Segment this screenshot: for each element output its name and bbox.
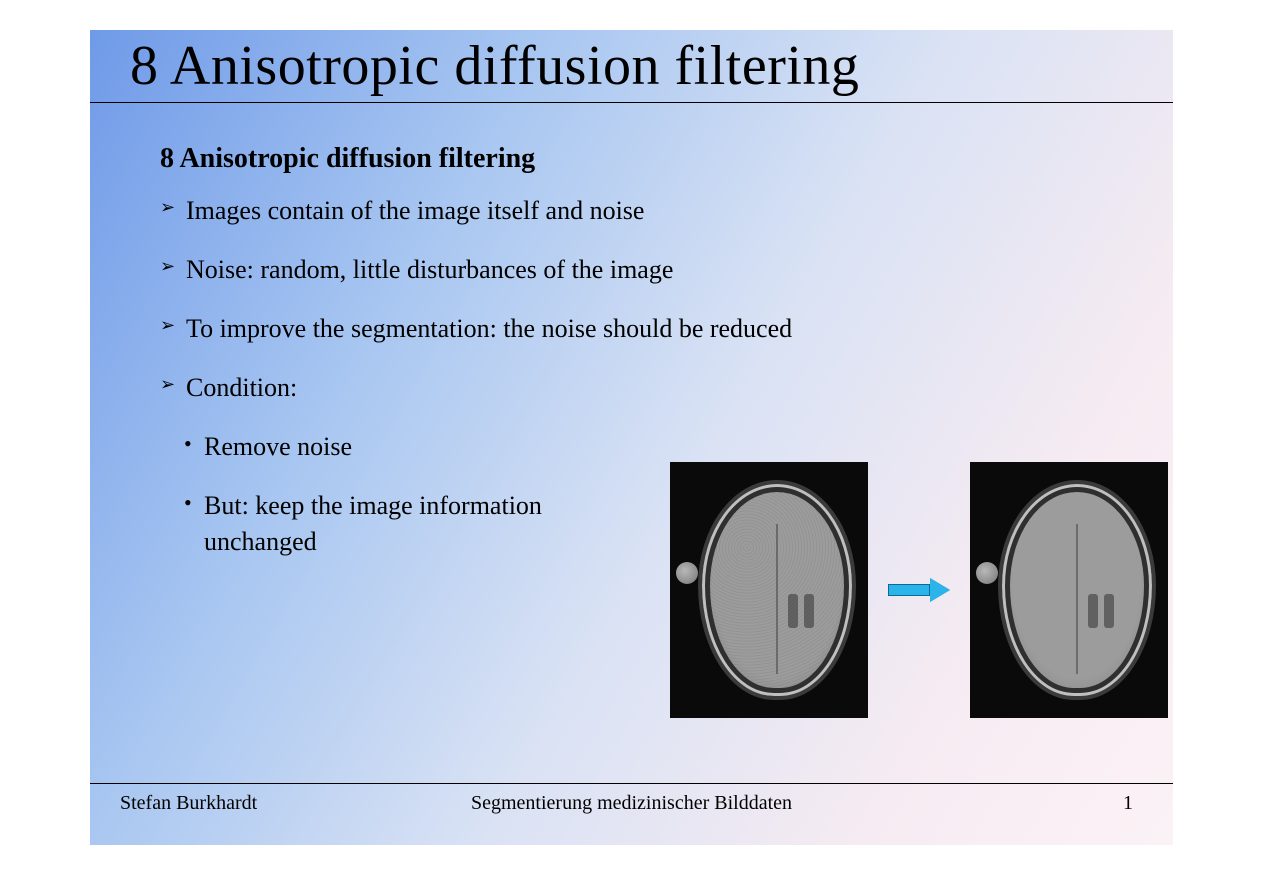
bullet-item: Condition: (160, 370, 1113, 405)
bullet-item: Noise: random, little disturbances of th… (160, 252, 1113, 287)
footer-author: Stefan Burkhardt (120, 792, 257, 815)
bullet-item: To improve the segmentation: the noise s… (160, 311, 1113, 346)
skull-outline (998, 480, 1156, 700)
slide-title: 8 Anisotropic diffusion filtering (90, 30, 1173, 103)
midline (776, 524, 778, 674)
bullet-list: Images contain of the image itself and n… (160, 193, 1113, 405)
footer-page-number: 1 (1123, 792, 1133, 815)
brain-scan-filtered (970, 462, 1168, 718)
ventricle-right (1104, 594, 1114, 628)
sub-bullet-item: Remove noise (184, 429, 564, 464)
sub-bullet-item: But: keep the image information unchange… (184, 488, 564, 558)
page: 8 Anisotropic diffusion filtering 8 Anis… (0, 0, 1263, 893)
ventricle-right (804, 594, 814, 628)
slide-subtitle: 8 Anisotropic diffusion filtering (160, 143, 1113, 175)
ventricle-left (788, 594, 798, 628)
midline (1076, 524, 1078, 674)
fiducial-marker-icon (976, 562, 998, 584)
brain-scan-noisy (670, 462, 868, 718)
ventricle-left (1088, 594, 1098, 628)
bullet-item: Images contain of the image itself and n… (160, 193, 1113, 228)
slide-footer: Stefan Burkhardt Segmentierung medizinis… (90, 783, 1173, 815)
skull-outline (698, 480, 856, 700)
image-comparison-row (670, 462, 1168, 718)
fiducial-marker-icon (676, 562, 698, 584)
slide: 8 Anisotropic diffusion filtering 8 Anis… (90, 30, 1173, 845)
arrow-right-icon (888, 578, 950, 602)
